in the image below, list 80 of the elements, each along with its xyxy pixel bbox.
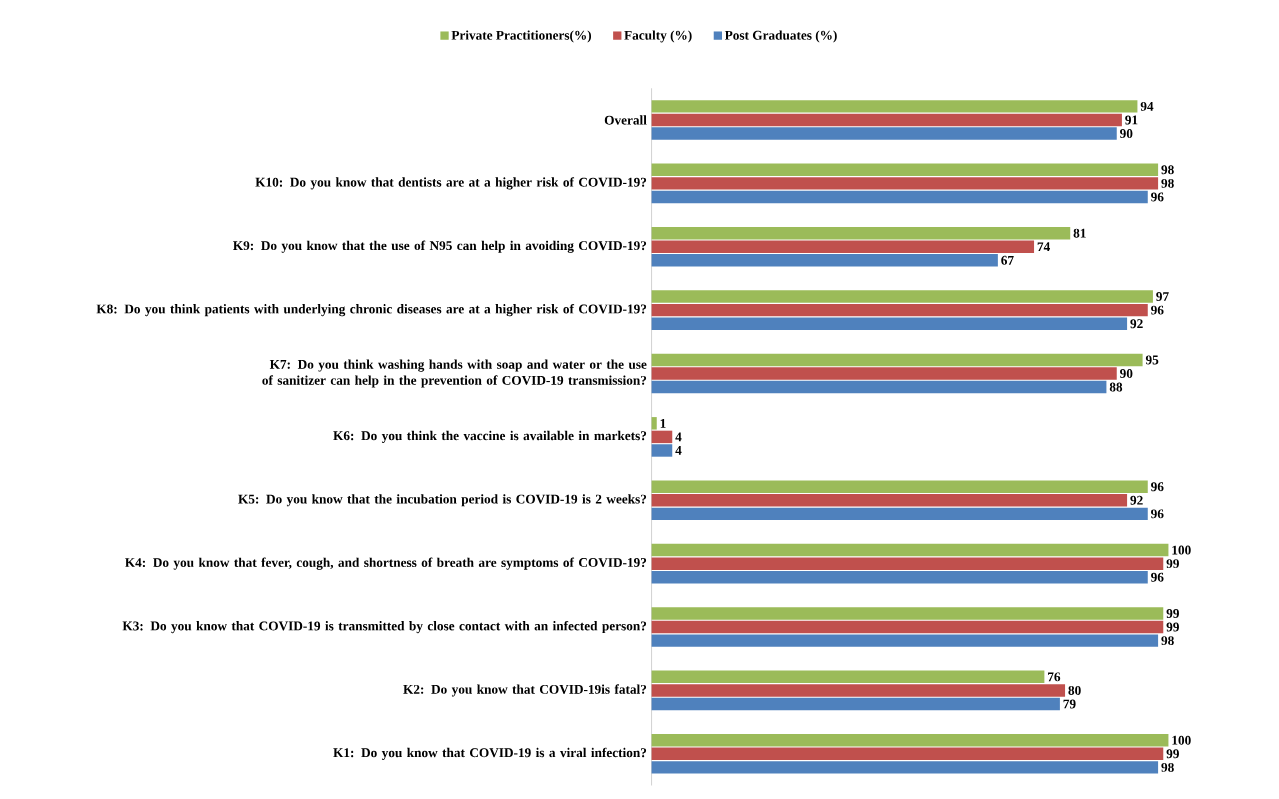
y-tick-label: K7: Do you think washing hands with soap and water or the use of sanitizer can help in the prevention of COVID-19 transmission?: [262, 359, 647, 388]
data-label: 4: [675, 432, 682, 442]
bar: [651, 290, 1153, 303]
bar: [651, 571, 1148, 584]
y-tick-label: K1: Do you know that COVID-19 is a viral infection?: [333, 747, 647, 761]
data-label: 94: [1140, 102, 1154, 111]
data-label: 67: [1001, 256, 1014, 265]
data-label: 80: [1068, 686, 1081, 696]
data-label: 98: [1161, 179, 1174, 188]
data-label: 92: [1130, 319, 1143, 329]
y-tick-label: K2: Do you know that COVID-19is fatal?: [403, 684, 647, 697]
y-tick-label: K6: Do you think the vaccine is available in markets?: [333, 430, 647, 444]
data-label: 100: [1172, 735, 1191, 745]
bar: [651, 254, 998, 267]
bar: [651, 100, 1138, 113]
bar: [651, 507, 1148, 521]
bar: [651, 227, 1071, 240]
bar: [651, 620, 1164, 634]
data-label: 96: [1151, 305, 1164, 315]
bar: [651, 494, 1128, 507]
data-label: 81: [1073, 228, 1086, 238]
bar: [651, 240, 1035, 254]
data-label: 92: [1130, 495, 1143, 505]
data-label: 99: [1166, 622, 1179, 632]
bar: [651, 430, 673, 444]
data-label: 96: [1151, 509, 1164, 519]
bar: [651, 367, 1117, 380]
data-label: 98: [1161, 165, 1174, 175]
data-label: 98: [1161, 763, 1174, 773]
data-label: 88: [1109, 382, 1123, 392]
data-label: 97: [1156, 292, 1169, 302]
y-tick-label: K3: Do you know that COVID-19 is transmitted by close contact with an infected person?: [122, 621, 647, 634]
bar: [651, 177, 1159, 190]
data-label: 4: [675, 446, 682, 455]
bar: [651, 163, 1159, 177]
bar: [651, 304, 1148, 317]
bar: [651, 607, 1164, 620]
data-label: 99: [1166, 749, 1179, 759]
data-label: 98: [1161, 636, 1174, 646]
bar: [651, 353, 1143, 367]
data-label: 96: [1151, 482, 1164, 492]
data-label: 96: [1151, 192, 1164, 202]
bar: [651, 634, 1159, 647]
data-label: 95: [1145, 355, 1159, 365]
legend-label: Post Graduates (%): [724, 30, 837, 43]
data-label: 90: [1120, 129, 1133, 139]
legend-label: Faculty (%): [624, 30, 692, 43]
bar: [651, 381, 1107, 394]
data-label: 99: [1166, 609, 1179, 619]
data-label: 100: [1172, 545, 1191, 555]
data-label: 96: [1151, 572, 1164, 582]
bar: [651, 444, 673, 457]
data-label: 91: [1125, 115, 1138, 125]
data-label: 1: [660, 419, 666, 428]
bar: [651, 747, 1164, 761]
bar: [651, 480, 1148, 494]
data-label: 99: [1166, 559, 1179, 569]
bar: [651, 417, 657, 430]
y-tick-label: K4: Do you know that fever, cough, and shortness of breath are symptoms of COVID-19?: [125, 557, 647, 570]
bar: [651, 684, 1066, 697]
y-tick-label: Overall: [604, 115, 647, 125]
bar: [651, 734, 1169, 747]
y-tick-label: K10: Do you know that dentists are at a higher risk of COVID-19?: [255, 177, 647, 190]
data-label: 79: [1063, 699, 1076, 709]
bar: [651, 761, 1159, 774]
data-label: 76: [1048, 672, 1061, 682]
bar: [651, 317, 1128, 331]
bar: [651, 670, 1045, 684]
bar: [651, 697, 1060, 711]
y-tick-label: K9: Do you know that the use of N95 can help in avoiding COVID-19?: [233, 240, 647, 254]
data-label: 74: [1037, 242, 1050, 252]
data-label: 90: [1120, 369, 1133, 379]
y-tick-label: K8: Do you think patients with underlying chronic diseases are at a higher risk of COVID-19?: [96, 304, 647, 317]
bar: [651, 190, 1148, 204]
bar: [651, 544, 1169, 557]
bar: [651, 127, 1117, 140]
y-tick-label: K5: Do you know that the incubation period is COVID-19 is 2 weeks?: [238, 494, 647, 507]
legend-label: Private Practitioners(%): [451, 30, 592, 43]
bar: [651, 113, 1122, 127]
bar: [651, 557, 1164, 571]
